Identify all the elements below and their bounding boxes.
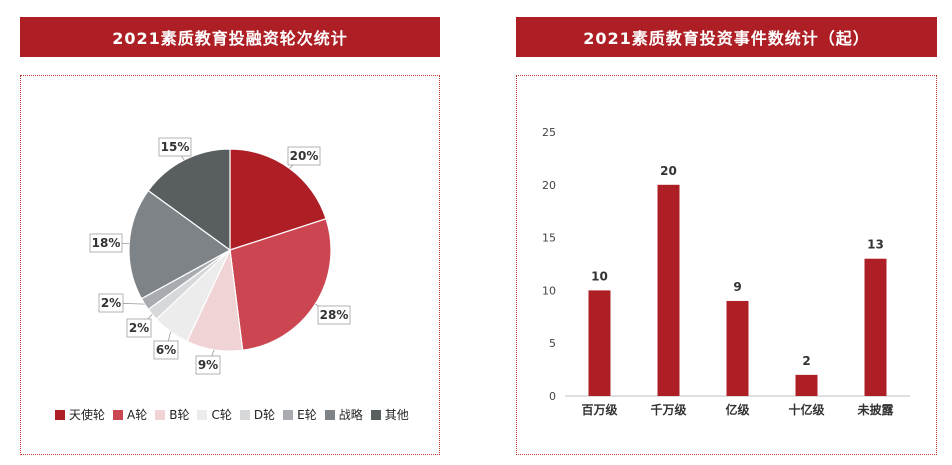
pie-data-label: 9% — [198, 358, 218, 372]
legend-item: 天使轮 — [55, 406, 105, 423]
pie-data-label-box — [287, 146, 321, 166]
bar-data-label: 2 — [802, 354, 810, 368]
x-tick-label: 百万级 — [581, 402, 617, 417]
pie-data-label: 15% — [161, 140, 190, 154]
legend-item: D轮 — [239, 406, 276, 423]
x-tick-label: 未披露 — [856, 402, 894, 417]
legend-swatch — [197, 409, 208, 420]
x-tick-label: 千万级 — [650, 402, 686, 417]
pie-data-label: 20% — [290, 149, 319, 163]
bar-title: 2021素质教育投资事件数统计（起） — [583, 29, 870, 48]
legend-item: 战略 — [324, 406, 363, 423]
pie-data-label-box — [317, 305, 351, 325]
pie-data-label-box — [98, 293, 124, 313]
legend-swatch — [55, 409, 65, 420]
pie-data-label-box — [195, 355, 221, 375]
legend-label: B轮 — [169, 408, 190, 422]
y-tick-label: 5 — [549, 337, 556, 350]
pie-title-bar: 2021素质教育投融资轮次统计 — [20, 17, 440, 57]
legend-label: D轮 — [253, 408, 276, 422]
y-tick-label: 0 — [549, 390, 556, 403]
bar-frame — [516, 75, 937, 455]
bar — [588, 290, 611, 396]
x-tick-label: 亿级 — [725, 402, 749, 417]
legend-swatch — [370, 409, 381, 420]
legend-item: B轮 — [155, 406, 189, 423]
legend-item: A轮 — [113, 406, 147, 423]
legend-swatch — [239, 409, 250, 420]
legend-swatch — [155, 409, 166, 420]
legend-label: 天使轮 — [69, 408, 106, 422]
pie-data-label-box — [126, 318, 152, 338]
pie-data-label-box — [89, 233, 123, 253]
legend-label: A轮 — [127, 408, 148, 422]
pie-data-label: 2% — [129, 321, 149, 335]
legend-label: E轮 — [297, 408, 317, 422]
bar-title-bar: 2021素质教育投资事件数统计（起） — [516, 17, 937, 57]
pie-legend: 天使轮 A轮 B轮 C轮 D轮 E轮 战略 其他 — [55, 406, 417, 423]
legend-swatch — [324, 409, 335, 420]
pie-data-label-box — [158, 137, 192, 157]
legend-item: 其他 — [370, 406, 409, 423]
bar-data-label: 13 — [867, 238, 884, 252]
legend-item: E轮 — [283, 406, 317, 423]
y-tick-label: 20 — [542, 179, 556, 192]
pie-data-label-box — [153, 340, 179, 360]
pie-frame — [20, 75, 440, 455]
legend-label: 其他 — [384, 408, 409, 422]
legend-swatch — [283, 409, 294, 420]
bar-data-label: 10 — [591, 269, 608, 283]
y-tick-label: 25 — [542, 126, 556, 139]
legend-swatch — [113, 409, 124, 420]
y-tick-label: 15 — [542, 232, 556, 245]
pie-data-label: 28% — [320, 308, 349, 322]
pie-data-label: 6% — [156, 343, 176, 357]
legend-label: 战略 — [338, 408, 363, 422]
x-tick-label: 十亿级 — [788, 402, 824, 417]
legend-item: C轮 — [197, 406, 232, 423]
bar-data-label: 9 — [733, 280, 741, 294]
bar — [726, 300, 749, 396]
pie-data-label: 2% — [101, 296, 121, 310]
pie-title: 2021素质教育投融资轮次统计 — [112, 29, 348, 48]
y-tick-label: 10 — [542, 284, 556, 297]
bar — [795, 374, 818, 396]
bar — [864, 258, 887, 396]
pie-data-label: 18% — [92, 236, 121, 250]
bar-data-label: 20 — [660, 164, 677, 178]
legend-label: C轮 — [211, 408, 232, 422]
bar — [657, 184, 680, 396]
